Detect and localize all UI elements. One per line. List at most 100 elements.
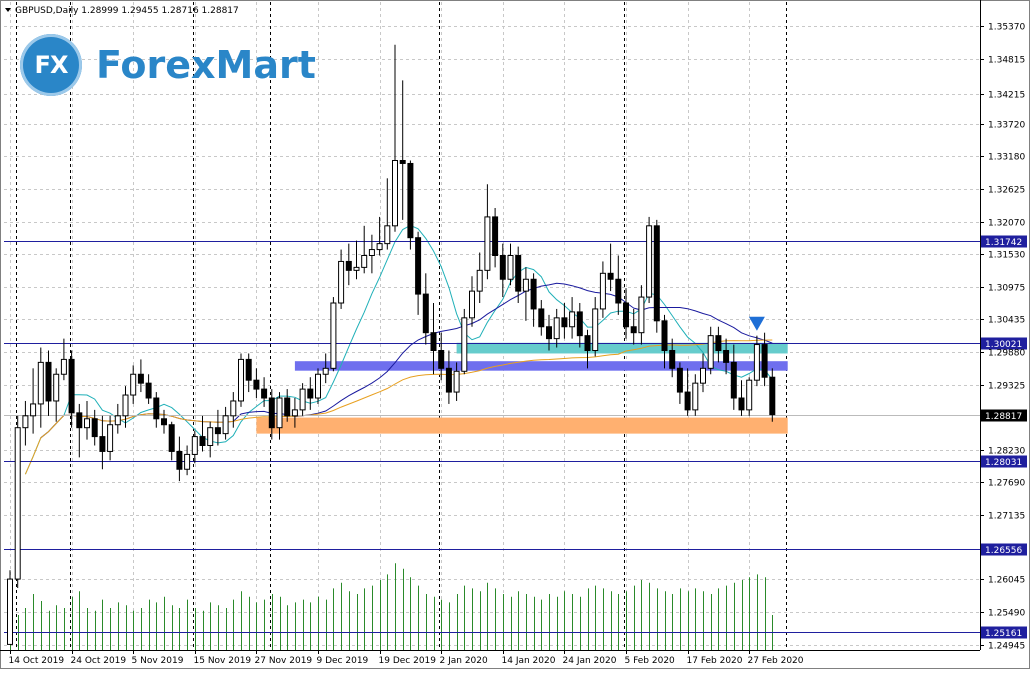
candle-bear: [430, 332, 437, 351]
candle-bull: [384, 225, 391, 245]
zone-teal: [456, 342, 788, 354]
time-tick-label: 15 Nov 2019: [194, 656, 252, 666]
price-tick-label: 1.27135: [988, 512, 1025, 522]
time-tick-label: 24 Jan 2020: [563, 656, 617, 666]
candle-bull: [646, 225, 653, 298]
candle-bull: [569, 311, 576, 328]
candle-bear: [723, 350, 730, 363]
candle-bull: [338, 260, 345, 304]
level-label: 1.30021: [985, 340, 1022, 350]
candle-bear: [345, 260, 352, 271]
candle-bear: [630, 326, 637, 334]
level-label: 1.25161: [985, 629, 1022, 639]
candle-bull: [638, 296, 645, 334]
candle-bull: [53, 373, 60, 402]
candle-bull: [291, 409, 298, 417]
candle-bull: [37, 361, 44, 405]
candle-bull: [299, 388, 306, 411]
price-tick-label: 1.32070: [988, 219, 1025, 229]
candle-bear: [623, 302, 629, 328]
broker-logo: FX ForexMart: [20, 32, 316, 98]
candle-bear: [76, 412, 83, 429]
dropdown-arrow-icon[interactable]: [5, 8, 11, 12]
candle-bull: [322, 367, 329, 375]
candle-bear: [761, 344, 768, 378]
chart-header: GBPUSD,Daily 1.28999 1.29455 1.28716 1.2…: [5, 6, 239, 16]
candle-bear: [515, 255, 522, 292]
candle-bear: [99, 436, 106, 452]
level-label-box: [981, 626, 1027, 639]
level-label-box: [981, 235, 1027, 248]
support-resistance-zones: [256, 342, 788, 434]
level-label: 1.26556: [985, 546, 1022, 556]
candle-bull: [230, 400, 237, 417]
candle-bear: [168, 424, 175, 452]
logo-name: ForexMart: [96, 43, 316, 87]
price-tick-label: 1.25490: [988, 609, 1025, 619]
candle-bull: [315, 373, 321, 399]
candle-bear: [307, 388, 314, 399]
time-tick-label: 24 Oct 2019: [71, 656, 127, 666]
candle-bull: [60, 358, 67, 375]
price-tick-label: 1.29880: [988, 349, 1025, 359]
candle-bear: [584, 335, 591, 351]
time-tick-label: 9 Dec 2019: [317, 656, 369, 666]
candle-bear: [445, 367, 452, 393]
price-tick-label: 1.26045: [988, 576, 1025, 586]
grid: [4, 2, 980, 650]
candle-bull: [753, 344, 760, 381]
candle-bear: [253, 379, 260, 390]
time-tick-label: 27 Nov 2019: [255, 656, 313, 666]
candle-bear: [245, 358, 252, 381]
candle-bear: [576, 311, 583, 337]
horizontal-levels[interactable]: 1.31742 1.30021 1.28031 1.26556 1.25161 1.288…: [4, 235, 1027, 640]
candle-bear: [407, 162, 414, 239]
candle-bear: [492, 216, 499, 256]
candle-bull: [599, 272, 606, 310]
candle-bear: [684, 391, 691, 411]
time-tick-label: 27 Feb 2020: [748, 656, 804, 666]
candle-bear: [499, 255, 506, 280]
candle-bear: [268, 397, 275, 429]
candle-bear: [561, 317, 568, 328]
candle-bull: [707, 335, 714, 369]
price-tick-label: 1.32625: [988, 186, 1025, 196]
candle-bull: [22, 415, 29, 429]
candle-bull: [553, 317, 560, 340]
candle-bear: [45, 361, 52, 402]
candlesticks: [7, 44, 776, 645]
candle-bear: [68, 358, 75, 414]
candle-bull: [222, 415, 229, 435]
candle-bear: [438, 350, 445, 369]
price-tick-label: 1.34215: [988, 91, 1025, 101]
price-tick-label: 1.33180: [988, 153, 1025, 163]
candle-bear: [607, 272, 614, 280]
candle-bull: [191, 436, 198, 455]
candle-bear: [738, 397, 745, 411]
candle-bull: [353, 266, 360, 271]
candle-bear: [769, 376, 776, 416]
signal-markers: [748, 316, 765, 331]
candle-bear: [91, 418, 98, 438]
candle-bull: [692, 382, 699, 411]
candle-bull: [107, 424, 114, 452]
level-label-box: [981, 543, 1027, 556]
candle-bear: [145, 382, 152, 399]
candle-bear: [137, 373, 144, 384]
last-price-box: [981, 409, 1027, 422]
candle-bull: [330, 302, 337, 369]
candle-bear: [261, 388, 268, 399]
candle-bear: [161, 418, 167, 426]
time-tick-label: 17 Feb 2020: [687, 656, 743, 666]
candle-bull: [476, 269, 483, 292]
ma-slow-line: [24, 339, 773, 475]
time-tick-label: 19 Dec 2019: [379, 656, 437, 666]
candle-bear: [530, 278, 537, 310]
candle-bear: [661, 320, 668, 351]
candle-bear: [284, 397, 291, 417]
candle-bull: [207, 427, 214, 446]
logo-mark: FX: [34, 51, 69, 79]
